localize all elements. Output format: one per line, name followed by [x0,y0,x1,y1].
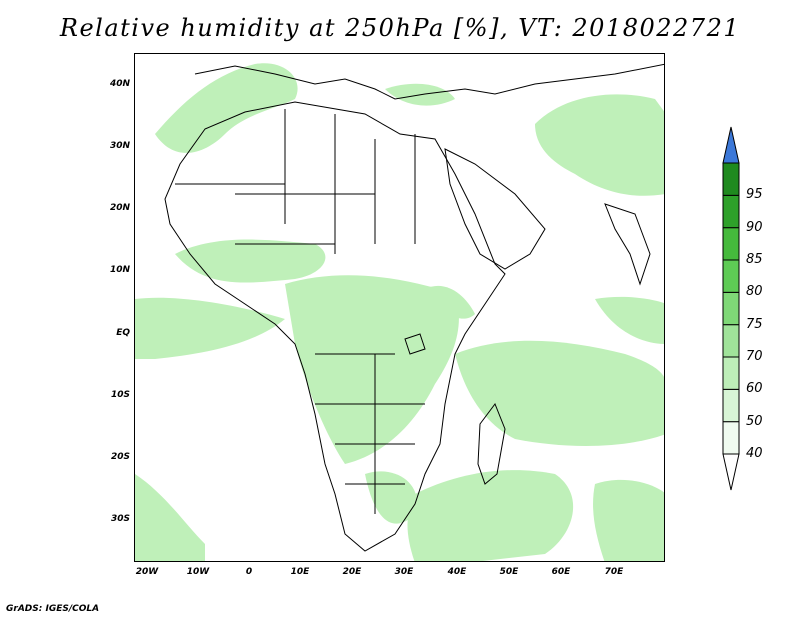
madagascar-outline [477,402,506,485]
colorbar-box [722,162,740,196]
colorbar-box [722,227,740,261]
humidity-patch-sahel [175,239,326,283]
country-borders-north [175,109,416,254]
colorbar-level-label: 95 [746,187,763,203]
humidity-patch-equatorial-atlantic [135,297,285,359]
colorbar-box [722,259,740,293]
colorbar-level-label: 80 [746,284,763,300]
colorbar-boxes [722,162,740,455]
colorbar-over-triangle [722,126,740,164]
colorbar-level-label: 75 [746,316,763,332]
colorbar-box [722,324,740,358]
lon-tick-label: 60E [551,567,571,577]
humidity-patch-middle-east [535,94,664,196]
lake-victoria [404,333,426,355]
lat-tick-label: 10S [110,390,130,400]
humidity-patch-indian-ocean [455,340,664,446]
colorbar-level-label: 40 [746,446,763,461]
lat-tick-label: 20N [109,203,130,213]
africa-outline [164,101,506,552]
europe-coast [194,63,664,100]
footer-credit: GrADS: IGES/COLA [6,604,100,614]
colorbar-box [722,388,740,423]
colorbar-level-label: 60 [746,381,763,397]
colorbar-level-label: 70 [746,349,763,364]
lon-tick-label: 30E [394,567,414,577]
india-outline [604,203,651,286]
humidity-patch-indian-east [595,296,664,344]
lat-tick-label: EQ [116,328,130,338]
humidity-patch-south-indian [407,470,573,561]
lon-tick-label: 10W [186,567,210,577]
humidity-patch-far-southwest [135,474,205,561]
lat-tick-label: 10N [109,265,130,275]
colorbar-level-label: 90 [746,219,763,235]
lon-tick-label: 20W [135,567,159,577]
arabian-peninsula [444,148,546,270]
humidity-patch-central-africa [285,275,459,464]
lat-tick-label: 30N [109,141,130,151]
map-svg [135,63,664,561]
humidity-patch-north-africa [155,63,298,153]
lon-tick-label: 10E [290,567,310,577]
colorbar-box [722,194,740,229]
colorbar-level-label: 50 [746,413,763,429]
country-borders-south [315,353,425,514]
lat-tick-label: 20S [110,452,130,462]
map-panel [134,53,665,562]
lat-tick-label: 30S [110,514,130,524]
lon-tick-label: 20E [342,567,362,577]
lat-tick-label: 40N [109,79,130,89]
humidity-patch-east-africa [425,285,475,319]
coastlines [164,63,664,552]
humidity-patch-far-southeast [593,479,664,561]
chart-title: Relative humidity at 250hPa [%], VT: 201… [59,14,741,42]
lon-tick-label: 40E [447,567,467,577]
colorbar-box [722,356,740,390]
colorbar-box [722,421,740,455]
colorbar-under-triangle [722,453,740,491]
lon-tick-label: 70E [604,567,624,577]
humidity-field [135,63,664,561]
colorbar-box [722,291,740,326]
lon-tick-label: 50E [499,567,519,577]
colorbar-level-label: 85 [746,252,763,267]
lon-tick-label: 0 [245,567,253,577]
